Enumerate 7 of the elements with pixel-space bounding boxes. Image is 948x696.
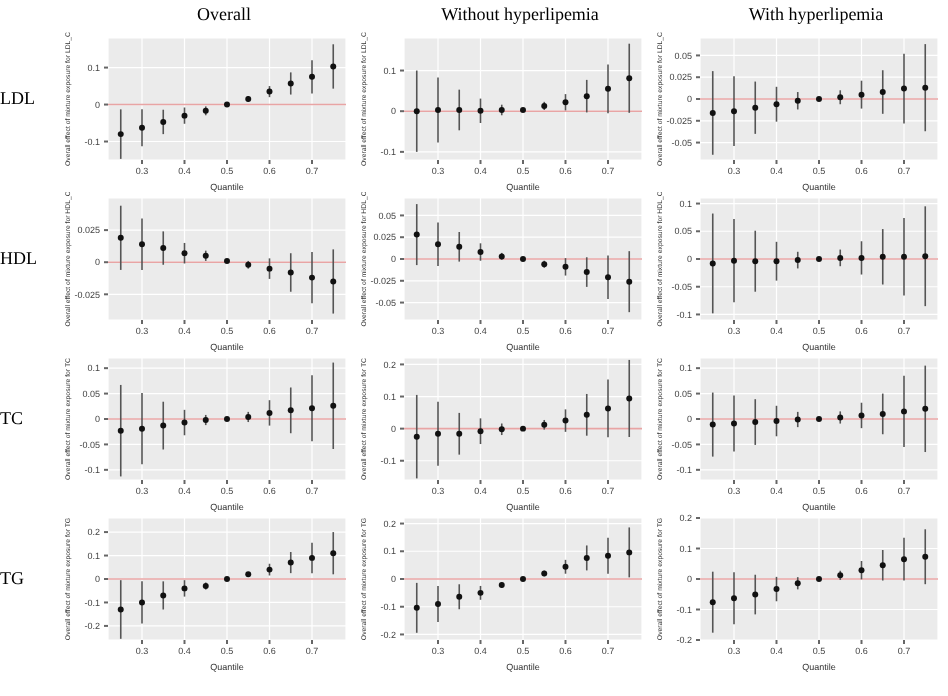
text: TG [0,568,26,588]
text: TC [0,408,26,428]
chart-title: Without hyperlipemia [439,4,601,24]
chart-title: With hyperlipemia [746,4,886,24]
chart-title: Overall [195,4,253,24]
text: LDL [0,88,37,108]
text: HDL [0,248,39,268]
